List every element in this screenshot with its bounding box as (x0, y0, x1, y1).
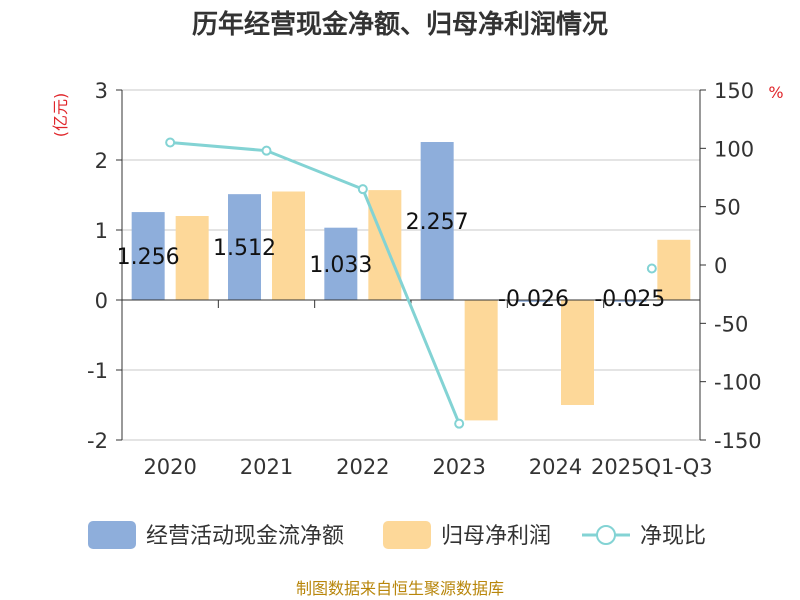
cash-flow-data-label: 1.033 (309, 253, 372, 278)
category-label: 2022 (336, 455, 389, 479)
ratio-point (261, 145, 272, 156)
legend-label: 净现比 (640, 524, 706, 549)
category-label: 2020 (143, 455, 196, 479)
ratio-point (357, 184, 368, 195)
legend-swatch (88, 521, 136, 549)
right-tick-label: 150 (714, 79, 754, 103)
legend-swatch (383, 521, 431, 549)
legend-label: 经营活动现金流净额 (146, 524, 344, 549)
right-tick-label: 50 (714, 196, 741, 220)
cash-flow-data-label: -0.026 (498, 287, 569, 312)
axes: 3 2 1 0 -1 -2 150 100 50 0 -50 -100 -150 2020 2021 2022… (87, 79, 762, 479)
net-profit-bar (464, 300, 498, 421)
category-label: 2023 (432, 455, 485, 479)
net-profit-bar (272, 191, 305, 300)
legend-marker (596, 525, 616, 545)
category-label: 2025Q1-Q3 (591, 455, 713, 479)
cash-flow-bar (420, 142, 454, 300)
cash-flow-data-label: 1.512 (213, 236, 276, 261)
net-profit-bar (175, 216, 209, 300)
left-tick-label: 3 (95, 79, 108, 103)
chart-title: 历年经营现金净额、归母净利润情况 (192, 9, 608, 40)
cash-flow-data-label: 1.256 (117, 245, 180, 270)
cash-flow-bar (131, 212, 165, 300)
ratio-line (165, 137, 657, 429)
left-tick-label: -2 (87, 429, 108, 453)
ratio-point (165, 137, 176, 148)
legend: 经营活动现金流净额 归母净利润 净现比 (88, 521, 706, 549)
cash-flow-bar (324, 227, 358, 300)
ratio-point (646, 263, 657, 274)
net-profit-bar (561, 300, 594, 405)
cash-flow-bar (613, 300, 647, 302)
ratio-line-path (170, 141, 461, 425)
cash-flow-bar (517, 300, 550, 302)
right-tick-label: 0 (714, 254, 727, 278)
source-note: 制图数据来自恒生聚源数据库 (296, 579, 504, 598)
gridlines (122, 89, 700, 441)
left-axis-unit: (亿元) (51, 93, 70, 138)
ratio-point (454, 418, 465, 429)
category-label: 2024 (529, 455, 582, 479)
cash-flow-bar (228, 194, 261, 300)
right-tick-label: -100 (714, 371, 762, 395)
right-tick-label: -50 (714, 312, 748, 336)
left-tick-label: 1 (95, 219, 108, 243)
data-labels: 1.256 1.512 1.033 2.257 -0.026 -0.025 (117, 210, 666, 312)
right-axis-unit: % (768, 83, 783, 102)
category-label: 2021 (240, 455, 293, 479)
cash-flow-data-label: 2.257 (406, 210, 469, 235)
cash-flow-data-label: -0.025 (594, 287, 665, 312)
net-profit-bar (657, 239, 691, 300)
legend-label: 归母净利润 (441, 524, 551, 549)
right-tick-label: 100 (714, 137, 754, 161)
bars (131, 142, 691, 421)
left-tick-label: 2 (95, 149, 108, 173)
right-tick-label: -150 (714, 429, 762, 453)
left-tick-label: 0 (95, 289, 108, 313)
left-tick-label: -1 (87, 359, 108, 383)
